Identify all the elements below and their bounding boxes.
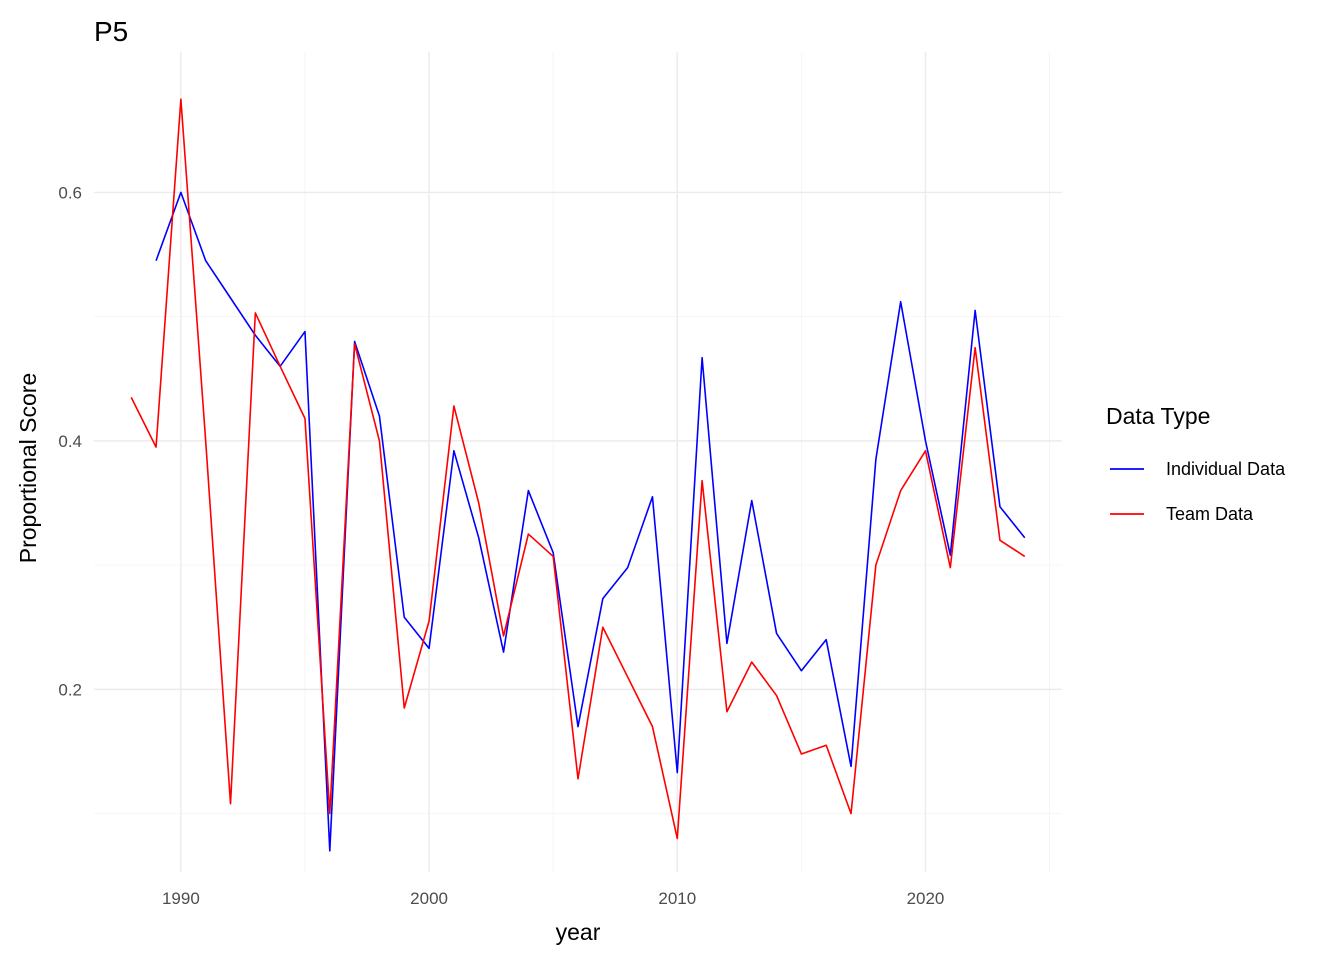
x-tick-label: 2010 (658, 889, 696, 908)
series-line-individual-data (155, 191, 1026, 852)
tick-labels: 1990 2000 2010 2020 0.2 0.4 0.6 (58, 183, 944, 908)
x-tick-label: 1990 (162, 889, 200, 908)
legend-label-individual-data: Individual Data (1166, 459, 1286, 479)
x-axis-title: year (556, 919, 601, 945)
legend-title: Data Type (1106, 403, 1210, 429)
series-lines (130, 98, 1026, 852)
y-axis-title: Proportional Score (15, 373, 41, 564)
chart-title: P5 (94, 16, 128, 47)
y-tick-label: 0.2 (58, 680, 82, 699)
legend-label-team-data: Team Data (1166, 504, 1254, 524)
y-tick-label: 0.6 (58, 183, 82, 202)
y-tick-label: 0.4 (58, 432, 82, 451)
series-line-team-data (130, 98, 1026, 840)
legend: Data Type Individual Data Team Data (1106, 403, 1286, 524)
x-tick-label: 2000 (410, 889, 448, 908)
x-tick-label: 2020 (907, 889, 945, 908)
